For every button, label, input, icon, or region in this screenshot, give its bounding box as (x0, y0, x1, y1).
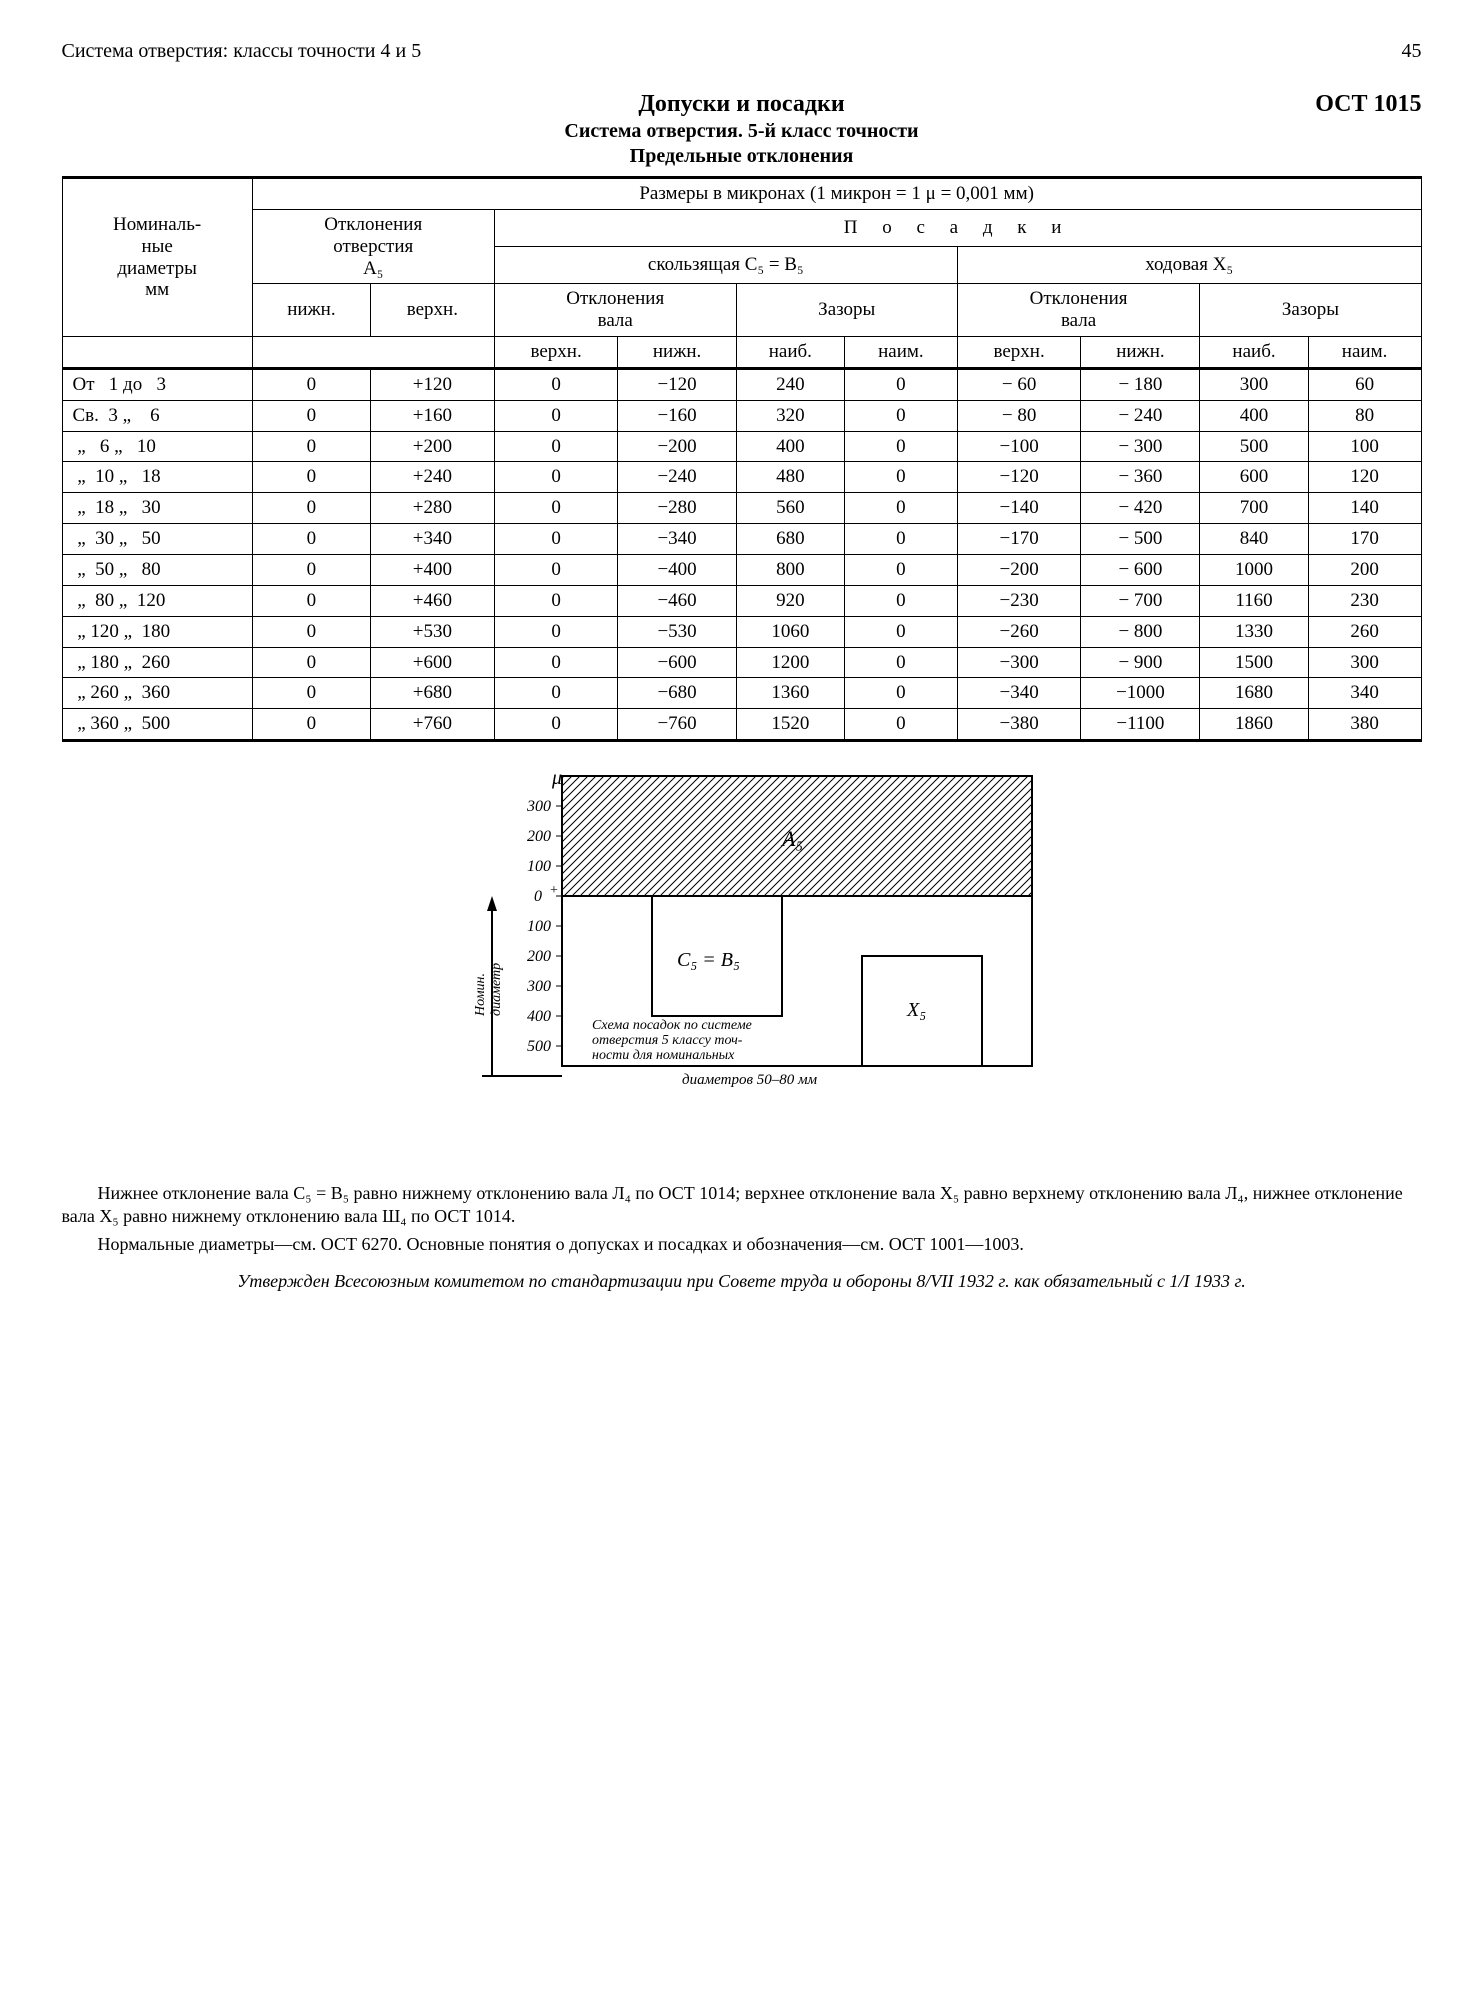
fit-diagram: μ 300 200 100 0 + 100 200 300 400 500 (422, 766, 1062, 1166)
svg-text:400: 400 (527, 1008, 551, 1025)
svg-text:100: 100 (527, 918, 551, 935)
h-up: верхн. (371, 284, 495, 337)
x-max: наиб. (1200, 337, 1308, 369)
table-row: „ 360 „ 5000+7600−76015200−380−110018603… (62, 709, 1421, 741)
svg-text:300: 300 (526, 798, 551, 815)
svg-text:500: 500 (527, 1038, 551, 1055)
table-row: „ 10 „ 180+2400−2404800−120− 360600120 (62, 462, 1421, 493)
fit-slide: скользящая C₅ = B₅ (494, 247, 957, 284)
svg-text:200: 200 (527, 948, 551, 965)
svg-text:A₅: A₅ (780, 826, 803, 851)
h-low: нижн. (252, 284, 370, 337)
svg-text:300: 300 (526, 978, 551, 995)
svg-text:диаметров 50–80 мм: диаметров 50–80 мм (682, 1072, 818, 1088)
col-hole-dev: Отклонения отверстия A₅ (252, 209, 494, 284)
svg-text:100: 100 (527, 858, 551, 875)
svg-text:Схема посадок по системе: Схема посадок по системе (592, 1018, 752, 1033)
svg-text:C₅ = B₅: C₅ = B₅ (677, 949, 740, 971)
x-low: нижн. (1081, 337, 1200, 369)
table-row: „ 120 „ 1800+5300−53010600−260− 80013302… (62, 616, 1421, 647)
fits-group: П о с а д к и (494, 209, 1421, 246)
h-clear-1: Зазоры (736, 284, 957, 337)
running-head: Система отверстия: классы точности 4 и 5 (62, 40, 422, 63)
s1-min: наим. (844, 337, 957, 369)
h-shaft-dev-1: Отклонения вала (494, 284, 736, 337)
svg-text:Номин.: Номин. (473, 973, 488, 1017)
h-shaft-dev-2: Отклонения вала (957, 284, 1200, 337)
table-row: От 1 до 30+1200−1202400− 60− 18030060 (62, 368, 1421, 400)
svg-text:ности для номинальных: ности для номинальных (592, 1048, 735, 1063)
svg-text:диаметр: диаметр (489, 963, 504, 1016)
note-1: Нижнее отклонение вала C₅ = B₅ равно ниж… (62, 1182, 1422, 1227)
caption-units: Размеры в микронах (1 микрон = 1 μ = 0,0… (252, 178, 1421, 210)
table-row: „ 30 „ 500+3400−3406800−170− 500840170 (62, 524, 1421, 555)
svg-text:X₅: X₅ (906, 999, 926, 1021)
table-row: „ 260 „ 3600+6800−68013600−340−100016803… (62, 678, 1421, 709)
svg-text:200: 200 (527, 828, 551, 845)
table-row: „ 18 „ 300+2800−2805600−140− 420700140 (62, 493, 1421, 524)
svg-text:отверстия 5 классу точ-: отверстия 5 классу точ- (592, 1033, 743, 1048)
standard-code: ОСТ 1015 (1315, 91, 1421, 118)
x-min: наим. (1308, 337, 1421, 369)
table-row: Св. 3 „ 60+1600−1603200− 80− 24040080 (62, 400, 1421, 431)
s1-max: наиб. (736, 337, 844, 369)
title-main: Допуски и посадки (62, 91, 1422, 118)
svg-text:μ: μ (551, 767, 562, 789)
title-sub: Система отверстия. 5-й класс точности (62, 120, 1422, 143)
col-nominal: Номиналь- ные диаметры мм (62, 178, 252, 337)
svg-text:0: 0 (534, 888, 542, 905)
s1-low: нижн. (618, 337, 736, 369)
title-sub2: Предельные отклонения (62, 145, 1422, 168)
fit-run: ходовая X₅ (957, 247, 1421, 284)
s1-up: верхн. (494, 337, 618, 369)
approval: Утвержден Всесоюзным комитетом по станда… (62, 1270, 1422, 1293)
table-row: „ 80 „ 1200+4600−4609200−230− 7001160230 (62, 585, 1421, 616)
page-number: 45 (1402, 40, 1422, 63)
table-row: „ 50 „ 800+4000−4008000−200− 6001000200 (62, 554, 1421, 585)
table-row: „ 6 „ 100+2000−2004000−100− 300500100 (62, 431, 1421, 462)
tolerance-table: Номиналь- ные диаметры мм Размеры в микр… (62, 176, 1422, 742)
note-2: Нормальные диаметры—см. ОСТ 6270. Основн… (62, 1233, 1422, 1256)
x-up: верхн. (957, 337, 1081, 369)
table-row: „ 180 „ 2600+6000−60012000−300− 90015003… (62, 647, 1421, 678)
h-clear-2: Зазоры (1200, 284, 1421, 337)
